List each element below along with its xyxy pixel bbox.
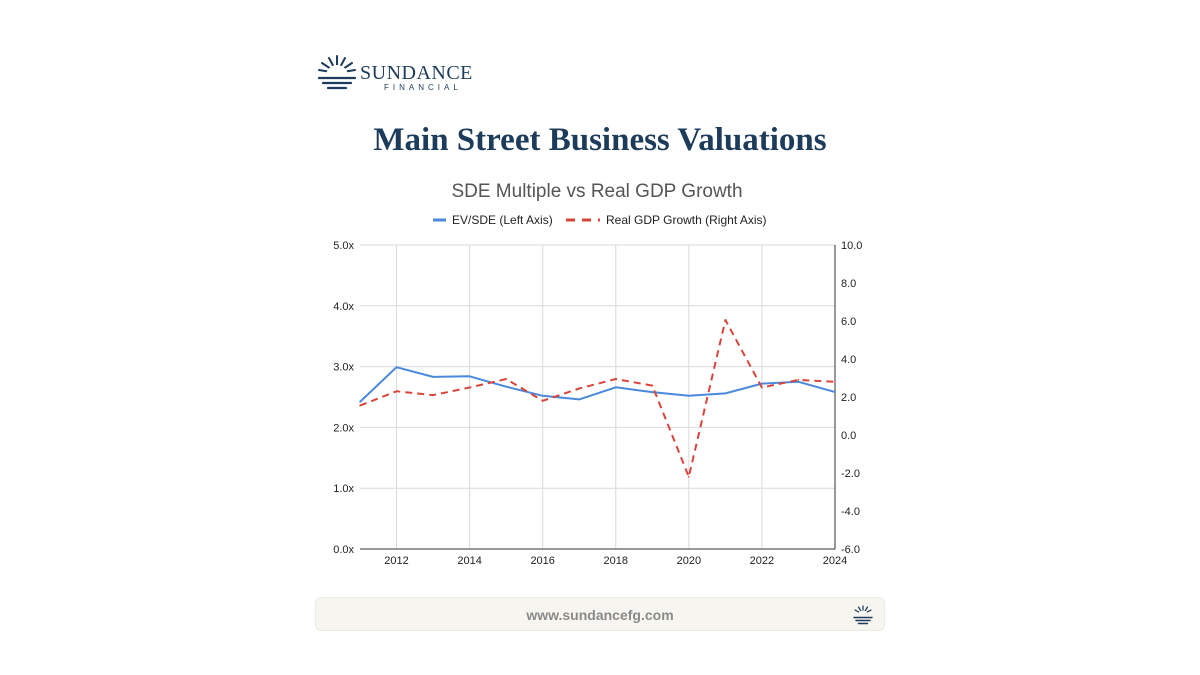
data-point-gdp-growth: [834, 381, 836, 383]
x-tick-label: 2024: [823, 555, 847, 567]
data-point-ev-sde: [834, 391, 836, 393]
x-tick-label: 2018: [604, 555, 628, 567]
data-point-gdp-growth: [688, 476, 690, 478]
y-right-tick-label: -4.0: [841, 506, 860, 518]
x-tick-label: 2012: [384, 555, 408, 567]
chart-axes: 0.0x 1.0x 2.0x 3.0x 4.0x 5.0x -6.0 -4.0 -2.0 0.0 2…: [333, 240, 862, 567]
y-right-tick-label: -2.0: [841, 468, 860, 480]
y-right-tick-label: -6.0: [841, 544, 860, 556]
y-left-tick-label: 4.0x: [333, 301, 354, 313]
data-point-ev-sde: [541, 394, 544, 397]
y-left-tick-label: 3.0x: [333, 362, 354, 374]
data-point-ev-sde: [797, 381, 800, 383]
data-point-ev-sde: [614, 386, 617, 389]
data-point-ev-sde: [688, 394, 690, 397]
sun-logo-icon: [853, 605, 873, 625]
chart-grid: [360, 244, 836, 550]
data-point-ev-sde: [578, 398, 581, 401]
data-point-gdp-growth: [395, 390, 398, 393]
y-left-tick-label: 5.0x: [333, 240, 354, 252]
x-tick-label: 2020: [677, 555, 701, 567]
data-point-ev-sde: [468, 375, 471, 378]
data-point-gdp-growth: [614, 378, 617, 380]
data-point-ev-sde: [505, 385, 507, 388]
series-line-gdp-growth: [359, 319, 836, 478]
footer-url-link[interactable]: www.sundancefg.com: [526, 607, 674, 623]
y-right-tick-label: 0.0: [841, 430, 856, 442]
chart-series: [359, 319, 836, 478]
data-point-ev-sde: [432, 376, 434, 378]
chart-legend: EV/SDE (Left Axis) Real GDP Growth (Righ…: [433, 213, 767, 227]
data-point-gdp-growth: [359, 404, 361, 407]
data-point-gdp-growth: [797, 379, 800, 381]
data-point-gdp-growth: [505, 378, 507, 380]
x-tick-label: 2014: [457, 555, 481, 567]
chart-title: SDE Multiple vs Real GDP Growth: [451, 181, 742, 202]
brand-name: SUNDANCE: [360, 62, 473, 84]
x-tick-label: 2016: [530, 555, 554, 567]
footer-bar: www.sundancefg.com: [315, 597, 885, 631]
y-right-tick-label: 2.0: [841, 392, 856, 404]
brand-logo: SUNDANCE FINANCIAL: [317, 54, 477, 94]
data-point-gdp-growth: [724, 319, 727, 321]
y-right-tick-label: 10.0: [841, 240, 862, 252]
x-tick-label: 2022: [750, 555, 774, 567]
data-point-gdp-growth: [761, 386, 763, 389]
y-left-tick-label: 2.0x: [333, 422, 354, 434]
data-point-gdp-growth: [651, 384, 654, 387]
data-point-gdp-growth: [578, 387, 581, 390]
data-point-gdp-growth: [432, 394, 434, 396]
y-left-tick-label: 0.0x: [333, 544, 354, 556]
series-line-ev-sde: [359, 366, 836, 403]
legend-label-ev-sde: EV/SDE (Left Axis): [452, 213, 553, 227]
y-right-tick-label: 4.0: [841, 354, 856, 366]
data-point-gdp-growth: [468, 386, 471, 389]
y-right-tick-label: 8.0: [841, 278, 856, 290]
data-point-ev-sde: [359, 401, 361, 403]
data-point-ev-sde: [724, 392, 727, 395]
sun-logo-icon: [317, 55, 357, 90]
data-point-ev-sde: [761, 382, 763, 385]
legend-label-gdp: Real GDP Growth (Right Axis): [606, 213, 767, 227]
data-point-gdp-growth: [541, 400, 544, 402]
data-point-ev-sde: [651, 391, 654, 393]
data-point-ev-sde: [395, 366, 398, 369]
y-right-tick-label: 6.0: [841, 316, 856, 328]
page-title: Main Street Business Valuations: [373, 122, 827, 158]
brand-subtitle: FINANCIAL: [384, 83, 462, 92]
y-left-tick-label: 1.0x: [333, 483, 354, 495]
